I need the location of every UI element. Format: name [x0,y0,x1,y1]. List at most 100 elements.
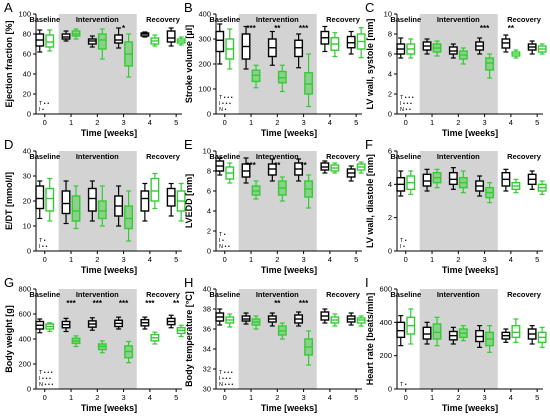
x-tick-label: 1 [69,118,73,127]
x-tick-label: 4 [328,393,332,402]
x-tick-label: 4 [148,118,152,127]
box-plot-group-b [225,313,235,328]
x-tick-label: 4 [328,118,332,127]
stats-annotation: N • • • [39,382,53,388]
x-tick-label: 3 [483,118,487,127]
box-plot-group-b [124,190,134,242]
phase-label: Recovery [326,290,361,299]
box-plot-group-a [346,165,356,182]
box-plot-group-b [432,168,442,189]
phase-label: Recovery [146,152,181,161]
box-plot-group-b [330,162,340,174]
x-tick-label: 0 [43,255,47,264]
x-tick-label: 2 [95,118,99,127]
stats-annotation: N • • • [219,382,233,388]
box-iqr [71,195,81,222]
x-axis-label: Time [weeks] [81,403,137,413]
box-plot-group-a [527,40,537,55]
box-iqr [150,177,160,202]
x-tick-label: 4 [509,118,513,127]
x-tick-label: 0 [223,118,227,127]
x-tick-label: 4 [509,393,513,402]
y-axis-label: Ejection fraction [%] [4,20,14,107]
y-tick-label: 20 [23,90,31,99]
phase-label: Recovery [146,290,181,299]
box-plot-group-a [422,168,432,192]
x-tick-label: 3 [483,255,487,264]
box-plot-group-b [124,33,134,78]
box-plot-group-b [406,308,416,345]
intervention-shade [419,14,498,114]
box-plot-group-a [448,167,458,190]
box-iqr [396,321,406,339]
significance-marker: *** [246,161,256,170]
y-tick-label: 200 [18,360,31,369]
phase-label: Intervention [437,290,480,299]
x-tick-label: 4 [328,255,332,264]
x-tick-label: 0 [223,255,227,264]
y-tick-label: 34 [203,345,211,354]
box-plot-group-a [422,38,432,55]
significance-marker: ** [173,299,180,308]
box-iqr [45,187,55,212]
stats-annotation: N • [219,107,227,113]
y-tick-label: 10 [384,10,392,19]
box-plot-group-a [35,180,45,220]
box-plot-group-b [356,315,366,327]
significance-marker: ** [274,299,281,308]
x-tick-label: 1 [430,255,434,264]
significance-marker: *** [119,299,129,308]
phase-label: Baseline [209,15,240,24]
box-plot-group-a [448,43,458,59]
stats-annotation: I • [39,107,44,113]
x-tick-label: 3 [302,255,306,264]
panel-letter: A [4,0,13,15]
box-plot-group-a [475,175,485,197]
y-tick-label: 0 [27,385,31,394]
stats-annotation: N • • [400,107,411,113]
y-tick-label: 20 [23,197,31,206]
x-axis-label: Time [weeks] [261,265,317,275]
box-plot-group-a [35,318,45,334]
y-tick-label: 0 [207,110,211,119]
box-iqr [87,187,97,212]
x-tick-label: 1 [249,118,253,127]
significance-marker: ** [508,24,515,33]
x-tick-label: 1 [69,393,73,402]
box-iqr [61,190,71,215]
phase-label: Intervention [76,152,119,161]
box-plot-group-b [330,32,340,58]
panel-letter: I [365,275,369,290]
box-plot-group-a [422,321,432,345]
panel-b: B Baseline Intervention Recovery 0 100 200 300 4… [184,0,366,138]
box-plot-group-b [304,53,314,108]
x-tick-label: 0 [404,118,408,127]
x-tick-label: 3 [122,393,126,402]
y-tick-label: 0 [27,247,31,256]
y-tick-label: 400 [198,10,211,19]
phase-label: Recovery [326,15,361,24]
x-tick-label: 3 [483,393,487,402]
x-tick-label: 5 [354,255,358,264]
box-plot-group-a [114,185,124,227]
panel-c: C Baseline Intervention Recovery 0 2 4 6 8 10 0 1 2 3… [365,0,547,138]
y-tick-label: 200 [198,60,211,69]
panel-letter: F [365,137,373,152]
box-iqr [422,173,432,187]
x-tick-label: 4 [148,255,152,264]
stats-annotation: T • [39,238,46,244]
box-plot-group-b [97,340,107,354]
box-iqr [485,57,495,71]
box-plot-group-a [87,35,97,48]
box-plot-group-b [537,180,547,195]
panel-d: D Baseline Intervention Recovery 0 10 20 30 40 0 1… [4,137,186,275]
x-tick-label: 2 [275,118,279,127]
x-tick-label: 1 [430,118,434,127]
x-tick-label: 1 [249,255,253,264]
panel-letter: C [365,0,374,15]
x-tick-label: 2 [275,393,279,402]
box-iqr [422,326,432,340]
box-plot-group-b [330,313,340,327]
